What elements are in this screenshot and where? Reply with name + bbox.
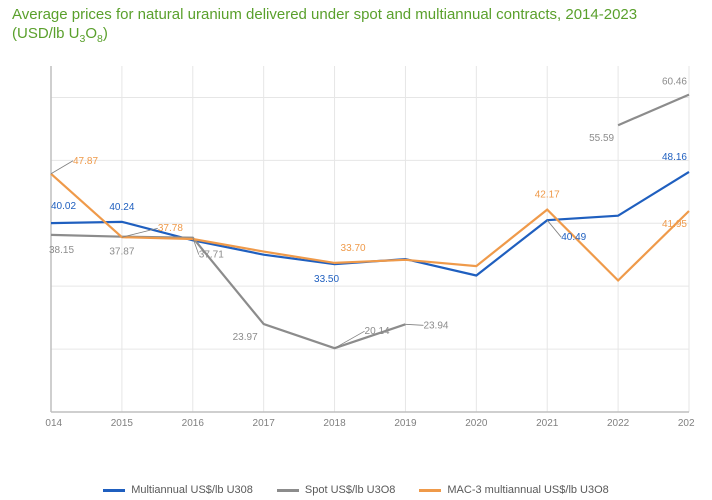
x-tick-label: 2021 — [536, 418, 559, 429]
legend-label: Spot US$/lb U3O8 — [305, 484, 396, 496]
label-leader — [51, 161, 73, 174]
x-tick-label: 2016 — [182, 418, 205, 429]
data-label: 37.71 — [199, 250, 224, 261]
data-label: 38.15 — [49, 245, 74, 256]
data-label: 41.95 — [662, 219, 687, 230]
legend-label: Multiannual US$/lb U308 — [131, 484, 253, 496]
data-label: 55.59 — [589, 133, 614, 144]
x-tick-label: 2019 — [394, 418, 417, 429]
data-label: 42.17 — [535, 190, 560, 201]
x-tick-label: 2022 — [607, 418, 630, 429]
data-label: 20.14 — [365, 326, 390, 337]
legend-swatch — [419, 489, 441, 492]
data-label: 47.87 — [73, 156, 98, 167]
legend-item-spot: Spot US$/lb U3O8 — [277, 484, 396, 496]
legend-swatch — [103, 489, 125, 492]
legend-item-mac3: MAC-3 multiannual US$/lb U3O8 — [419, 484, 608, 496]
legend-label: MAC-3 multiannual US$/lb U3O8 — [447, 484, 608, 496]
data-label: 48.16 — [662, 152, 687, 163]
data-label: 23.94 — [423, 320, 448, 331]
data-label: 37.87 — [109, 247, 134, 258]
data-label: 40.49 — [561, 232, 586, 243]
label-leader — [405, 324, 423, 325]
chart-container: Average prices for natural uranium deliv… — [0, 0, 712, 500]
legend: Multiannual US$/lb U308 Spot US$/lb U3O8 M… — [0, 484, 712, 496]
chart-title: Average prices for natural uranium deliv… — [12, 6, 700, 46]
data-label: 37.78 — [158, 223, 183, 234]
x-tick-label: 2014 — [45, 418, 63, 429]
gridlines — [51, 66, 689, 412]
x-tick-label: 2017 — [253, 418, 276, 429]
data-label: 40.02 — [51, 201, 76, 212]
x-tick-label: 2020 — [465, 418, 488, 429]
data-label: 33.50 — [314, 274, 339, 285]
legend-swatch — [277, 489, 299, 492]
data-label: 23.97 — [233, 332, 258, 343]
legend-item-multiannual: Multiannual US$/lb U308 — [103, 484, 253, 496]
x-tick-label: 2023 — [678, 418, 695, 429]
data-label: 60.46 — [662, 77, 687, 88]
data-label: 40.24 — [109, 202, 134, 213]
line-chart: 10.0020.0030.0040.0050.0060.002014201520… — [45, 60, 695, 440]
data-label: 33.70 — [341, 243, 366, 254]
x-tick-label: 2015 — [111, 418, 134, 429]
x-tick-label: 2018 — [323, 418, 346, 429]
